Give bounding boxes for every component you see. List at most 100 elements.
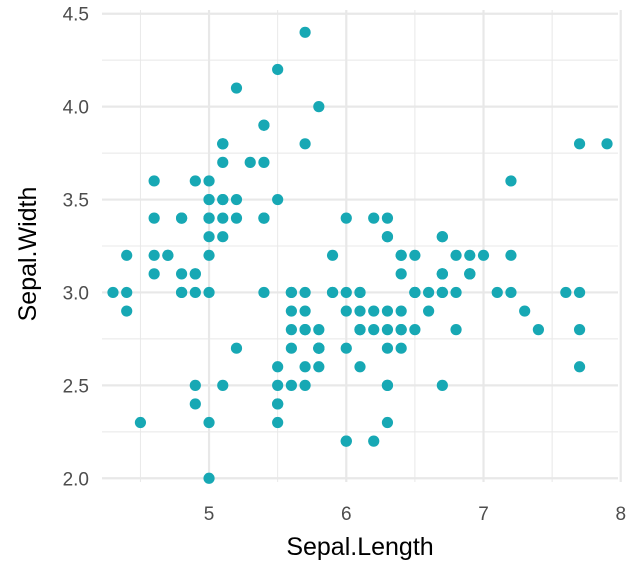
x-tick-label: 6 (341, 504, 352, 525)
data-point (148, 175, 160, 187)
data-point (299, 361, 311, 373)
data-point (519, 305, 531, 317)
data-point (381, 342, 394, 354)
data-point (395, 342, 407, 354)
y-tick-label: 2.5 (63, 376, 89, 397)
data-point (409, 249, 421, 261)
data-point (217, 379, 229, 391)
data-point (217, 138, 229, 150)
data-point (340, 286, 352, 299)
data-point (395, 268, 407, 280)
data-point (299, 324, 311, 336)
data-point (436, 379, 448, 391)
data-point (162, 249, 174, 261)
data-point (148, 212, 160, 224)
data-point (423, 305, 435, 317)
y-tick-label: 4.0 (63, 98, 89, 119)
data-point (189, 379, 201, 391)
data-point (230, 193, 243, 206)
data-point (217, 156, 229, 168)
data-point (477, 249, 490, 261)
data-point (217, 212, 229, 224)
data-point (285, 286, 297, 299)
data-point (381, 324, 394, 336)
data-point (313, 101, 325, 113)
y-axis-ticks: 2.0 2.5 3.0 3.5 4.0 4.5 (63, 5, 89, 491)
data-point (313, 342, 325, 354)
data-point (134, 416, 147, 429)
data-point (313, 361, 325, 373)
y-tick-label: 4.5 (63, 5, 89, 26)
data-point (203, 212, 215, 224)
data-point (368, 435, 380, 447)
data-point (148, 268, 160, 280)
data-point (148, 249, 160, 261)
data-point (340, 212, 352, 224)
data-point (436, 286, 448, 299)
data-point (354, 324, 366, 336)
data-point (560, 286, 572, 299)
data-point (450, 324, 462, 336)
data-point (381, 379, 394, 391)
data-point (381, 212, 394, 224)
data-point (217, 193, 229, 206)
data-point (450, 249, 462, 261)
data-point (203, 231, 215, 243)
data-point (340, 305, 352, 317)
x-tick-label: 5 (204, 504, 215, 525)
data-point (203, 249, 215, 261)
data-point (203, 193, 215, 206)
x-axis-title: Sepal.Length (286, 533, 433, 561)
y-tick-label: 3.5 (63, 191, 89, 212)
data-point (505, 175, 517, 187)
data-point (272, 193, 284, 206)
data-point (436, 231, 448, 243)
data-point (230, 212, 243, 224)
grid (102, 10, 622, 482)
data-point (121, 249, 133, 261)
data-point (258, 119, 270, 131)
data-point (258, 286, 270, 299)
data-point (203, 416, 215, 429)
data-point (368, 305, 380, 317)
data-point (285, 305, 297, 317)
data-point (217, 231, 229, 243)
data-point (189, 398, 201, 410)
data-point (395, 305, 407, 317)
data-point (573, 286, 586, 299)
data-point (409, 286, 421, 299)
data-point (203, 472, 215, 484)
data-point (491, 286, 503, 299)
data-point (258, 212, 270, 224)
data-point (354, 286, 366, 299)
data-point (464, 268, 476, 280)
data-point (464, 249, 476, 261)
data-point (340, 435, 352, 447)
data-points (107, 26, 613, 484)
data-point (230, 82, 243, 94)
data-point (121, 305, 133, 317)
data-point (505, 286, 517, 299)
data-point (450, 286, 462, 299)
data-point (409, 324, 421, 336)
data-point (272, 416, 284, 429)
data-point (175, 212, 188, 224)
data-point (285, 324, 297, 336)
data-point (299, 379, 311, 391)
y-tick-label: 2.0 (63, 469, 89, 490)
x-tick-label: 7 (478, 504, 489, 525)
data-point (354, 361, 366, 373)
data-point (189, 286, 201, 299)
data-point (272, 379, 284, 391)
data-point (285, 342, 297, 354)
x-axis-ticks: 5 6 7 8 (204, 504, 626, 525)
data-point (395, 249, 407, 261)
data-point (573, 361, 586, 373)
data-point (107, 286, 119, 299)
data-point (436, 268, 448, 280)
data-point (299, 305, 311, 317)
data-point (299, 286, 311, 299)
x-tick-label: 8 (615, 504, 626, 525)
data-point (189, 175, 201, 187)
data-point (175, 268, 188, 280)
